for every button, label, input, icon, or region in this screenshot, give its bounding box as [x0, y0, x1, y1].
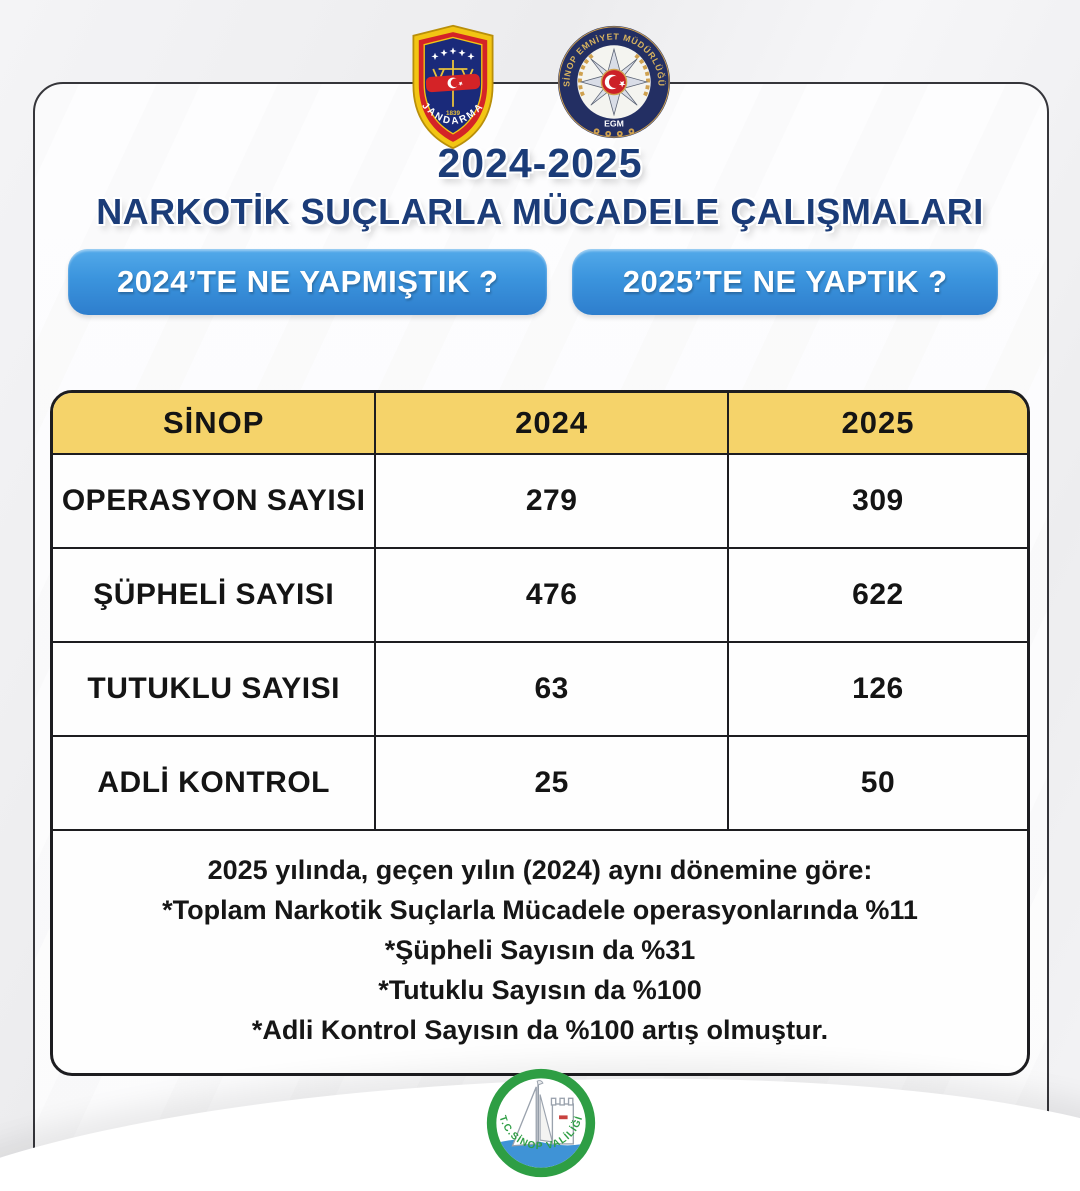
jandarma-emblem-icon: 1839 JANDARMA [412, 24, 494, 150]
row-label: OPERASYON SAYISI [53, 455, 377, 547]
summary-block: 2025 yılında, geçen yılın (2024) aynı dö… [53, 829, 1027, 1073]
row-value-2024: 476 [376, 549, 729, 641]
table-row: ŞÜPHELİ SAYISI 476 622 [53, 547, 1027, 641]
summary-line: *Tutuklu Sayısın da %100 [378, 974, 702, 1005]
row-value-2025: 126 [852, 672, 904, 705]
statistics-table: SİNOP 2024 2025 OPERASYON SAYISI 279 309… [50, 390, 1030, 1076]
button-2024[interactable]: 2024’TE NE YAPMIŞTIK ? [68, 249, 548, 315]
sinop-emniyet-mudurlugu-emblem-icon: SİNOP EMNİYET MÜDÜRLÜĞÜ EGM [557, 25, 671, 139]
table-row: OPERASYON SAYISI 279 309 [53, 453, 1027, 547]
row-value-2025: 50 [860, 766, 896, 799]
row-value-2024: 279 [376, 455, 729, 547]
summary-line: *Şüpheli Sayısın da %31 [384, 934, 696, 965]
row-label: ŞÜPHELİ SAYISI [53, 549, 377, 641]
column-header-sinop: SİNOP [53, 393, 377, 453]
row-value-2024: 25 [376, 737, 729, 829]
row-value-2025: 309 [852, 484, 904, 517]
row-label: ADLİ KONTROL [53, 737, 377, 829]
page-title: NARKOTİK SUÇLARLA MÜCADELE ÇALIŞMALARI [96, 191, 984, 232]
tc-sinop-valiligi-emblem-icon: T.C.SİNOP VALİLİĞİ [486, 1068, 596, 1178]
egm-bottom-text: EGM [604, 118, 624, 128]
column-header-2024: 2024 [376, 393, 729, 453]
year-buttons-row: 2024’TE NE YAPMIŞTIK ? 2025’TE NE YAPTIK… [68, 249, 998, 315]
year-range-title: 2024-2025 [437, 140, 643, 186]
row-value-2025: 622 [852, 578, 904, 611]
jandarma-year-text: 1839 [446, 110, 461, 117]
button-2025[interactable]: 2025’TE NE YAPTIK ? [572, 249, 998, 315]
column-header-2025: 2025 [841, 405, 915, 440]
summary-line: *Toplam Narkotik Suçlarla Mücadele opera… [162, 894, 918, 925]
table-header-row: SİNOP 2024 2025 [53, 393, 1027, 453]
summary-line: 2025 yılında, geçen yılın (2024) aynı dö… [207, 855, 873, 885]
table-row: TUTUKLU SAYISI 63 126 [53, 641, 1027, 735]
row-value-2024: 63 [376, 643, 729, 735]
header-logos: 1839 JANDARMA [0, 24, 1080, 150]
summary-line: *Adli Kontrol Sayısın da %100 artış olmu… [251, 1014, 829, 1045]
table-row: ADLİ KONTROL 25 50 [53, 735, 1027, 829]
row-label: TUTUKLU SAYISI [53, 643, 377, 735]
